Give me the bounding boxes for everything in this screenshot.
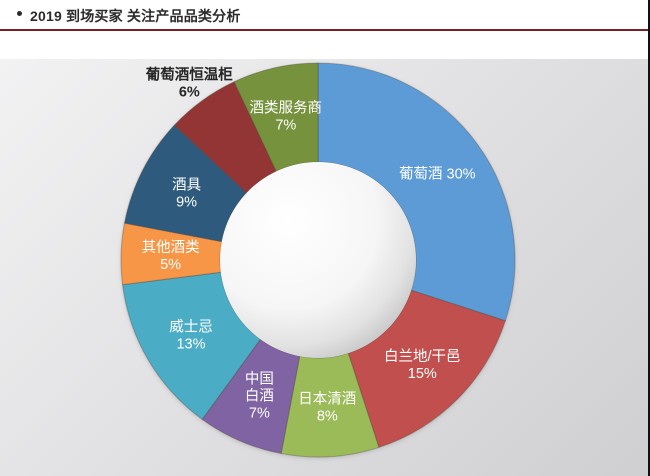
svg-text:威士忌: 威士忌 [169,319,213,336]
svg-text:7%: 7% [249,405,270,421]
svg-text:6%: 6% [179,84,200,100]
svg-text:其他酒类: 其他酒类 [142,239,200,256]
svg-text:13%: 13% [176,337,205,353]
svg-text:葡萄酒恒温柜: 葡萄酒恒温柜 [145,65,233,83]
svg-text:中国: 中国 [245,370,274,387]
svg-text:日本清酒: 日本清酒 [298,391,356,408]
svg-text:7%: 7% [275,118,296,134]
svg-text:酒具: 酒具 [172,177,201,194]
svg-text:5%: 5% [160,257,181,273]
svg-text:葡萄酒 30%: 葡萄酒 30% [399,165,476,182]
svg-text:8%: 8% [317,409,338,425]
svg-text:9%: 9% [176,195,197,211]
svg-text:白酒: 白酒 [245,387,274,404]
svg-text:酒类服务商: 酒类服务商 [250,100,323,117]
svg-text:15%: 15% [408,366,437,382]
svg-text:白兰地/干邑: 白兰地/干邑 [384,348,461,365]
